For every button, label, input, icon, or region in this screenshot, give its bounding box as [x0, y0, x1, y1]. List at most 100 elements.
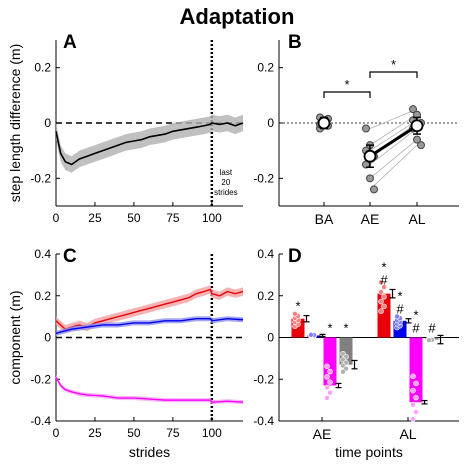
subject-point: [410, 373, 416, 380]
significance-mark: *: [391, 57, 396, 72]
significance-mark: #: [380, 272, 388, 287]
subject-point: [370, 185, 378, 194]
series-line: [55, 122, 244, 166]
x-tick-label: 25: [88, 211, 102, 225]
subject-point: [327, 379, 333, 385]
panel-letter: D: [288, 246, 302, 267]
y-tick-label: 0.2: [257, 289, 274, 303]
subject-point: [378, 279, 384, 286]
significance-bracket: [369, 71, 418, 78]
subject-point: [413, 409, 419, 415]
y-tick-label: 0.2: [34, 61, 51, 75]
y-tick-label: 0: [44, 331, 51, 345]
subject-point: [324, 395, 330, 401]
subject-pair-line: [369, 139, 418, 179]
subject-point: [409, 105, 417, 114]
significance-mark: *: [413, 308, 418, 323]
y-tick-label: -0.4: [253, 414, 274, 428]
subject-point: [324, 363, 330, 370]
significance-mark: #: [412, 321, 420, 336]
subject-point: [324, 374, 330, 380]
subject-point: [381, 284, 387, 290]
subject-pair-line: [369, 108, 418, 129]
significance-mark: *: [381, 259, 386, 274]
y-tick-label: -0.4: [30, 414, 51, 428]
significance-mark: *: [295, 299, 300, 314]
subject-pair-line: [369, 144, 418, 190]
subject-point: [327, 389, 333, 396]
subject-point: [378, 308, 384, 314]
panel-letter: A: [63, 32, 77, 53]
subject-point: [410, 387, 416, 394]
confidence-band: [56, 375, 243, 405]
subject-point: [410, 416, 416, 422]
confidence-band: [56, 114, 243, 173]
last-strides-note: strides: [214, 188, 238, 197]
significance-mark: *: [397, 289, 402, 304]
significance-mark: *: [344, 77, 349, 92]
subject-point: [340, 368, 346, 375]
x-category-label: AE: [361, 211, 380, 227]
panel-letter: B: [288, 32, 302, 53]
subject-point: [413, 135, 421, 144]
bar: [323, 337, 337, 386]
subject-point: [426, 337, 432, 343]
subject-point: [362, 124, 370, 133]
x-group-label: AL: [399, 426, 416, 442]
significance-mark: #: [396, 302, 404, 317]
y-tick-label: 0: [267, 116, 274, 130]
y-tick-label: -0.2: [253, 171, 274, 185]
significance-mark: #: [428, 321, 436, 336]
y-tick-label: -0.2: [30, 372, 51, 386]
y-tick-label: 0.2: [34, 289, 51, 303]
mean-trend-line: [369, 124, 418, 158]
panel-d: D-0.4-0.200.20.4AE AL** **#*# *# #time point…: [253, 246, 459, 460]
confidence-band: [56, 316, 243, 336]
subject-point: [413, 380, 419, 387]
subject-point: [327, 368, 333, 375]
subject-point: [292, 311, 298, 317]
x-axis-title: time points: [335, 444, 403, 460]
y-axis-title: step length difference (m): [7, 44, 23, 203]
mean-marker: [363, 149, 377, 163]
subject-pair-line: [369, 119, 418, 152]
x-axis-title: strides: [129, 444, 170, 460]
subject-point: [308, 332, 314, 338]
panel-b: B -0.2 0 0.2 BA AE AL * *: [253, 32, 459, 227]
figure-title: Adaptation: [180, 4, 295, 29]
y-tick-label: -0.2: [253, 372, 274, 386]
mean-marker: [317, 116, 331, 130]
series-line: [55, 376, 244, 403]
subject-point: [381, 303, 387, 310]
panel-letter: C: [63, 246, 77, 267]
last-strides-note: 20: [221, 178, 230, 187]
series-line: [55, 318, 244, 335]
y-tick-label: 0.2: [257, 61, 274, 75]
x-tick-label: 75: [166, 426, 180, 440]
x-tick-label: 100: [202, 211, 222, 225]
y-tick-label: 0: [267, 331, 274, 345]
y-tick-label: 0.4: [257, 247, 274, 261]
x-group-label: AE: [313, 426, 332, 442]
x-tick-label: 50: [127, 211, 141, 225]
subject-point: [410, 402, 416, 408]
significance-mark: *: [327, 321, 332, 336]
y-tick-label: 0.4: [34, 247, 51, 261]
last-strides-note: last: [220, 168, 233, 177]
mean-marker: [410, 119, 424, 133]
x-category-label: AL: [408, 211, 425, 227]
subject-point: [417, 141, 425, 150]
x-tick-label: 25: [88, 426, 102, 440]
y-tick-label: 0: [44, 116, 51, 130]
bar: [377, 293, 391, 338]
subject-point: [413, 394, 419, 401]
subject-point: [394, 313, 400, 320]
subject-point: [378, 298, 384, 305]
y-tick-label: -0.2: [30, 171, 51, 185]
subject-point: [366, 174, 374, 183]
x-tick-label: 0: [53, 426, 60, 440]
bar: [409, 337, 423, 403]
subject-point: [378, 289, 384, 295]
